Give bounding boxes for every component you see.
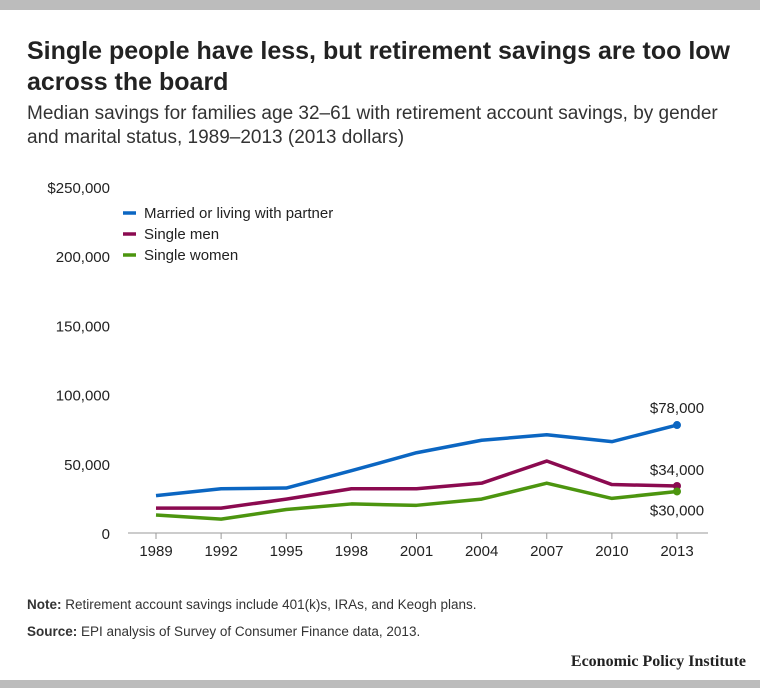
- top-bar: [0, 0, 760, 10]
- bottom-bar: [0, 680, 760, 688]
- chart-title: Single people have less, but retirement …: [27, 37, 730, 96]
- brand-logo: Economic Policy Institute: [570, 653, 746, 670]
- x-tick-label: 2013: [660, 543, 693, 560]
- source: Source: EPI analysis of Survey of Consum…: [27, 624, 420, 639]
- y-tick-label: $250,000: [47, 180, 110, 197]
- y-tick-label: 100,000: [56, 388, 110, 405]
- source-label: Source:: [27, 624, 78, 639]
- series-line-0: [155, 423, 678, 498]
- source-text: EPI analysis of Survey of Consumer Finan…: [77, 624, 421, 639]
- x-tick-label: 2001: [400, 543, 433, 560]
- end-point-marker: [673, 421, 681, 430]
- note-label: Note:: [27, 597, 62, 612]
- end-value-label: $78,000: [650, 400, 704, 417]
- y-tick-label: 0: [102, 526, 110, 543]
- note-text: Retirement account savings include 401(k…: [61, 597, 477, 612]
- end-value-label: $34,000: [650, 462, 704, 479]
- y-tick-label: 150,000: [56, 318, 110, 335]
- end-point-marker: [673, 487, 681, 496]
- x-tick-label: 2007: [530, 543, 563, 560]
- legend-label: Single women: [144, 247, 238, 264]
- x-tick-label: 2010: [595, 543, 628, 560]
- chart-subtitle: Median savings for families age 32–61 wi…: [27, 103, 718, 148]
- x-tick-label: 1992: [204, 543, 237, 560]
- y-tick-label: 50,000: [64, 457, 110, 474]
- x-tick-label: 1989: [139, 543, 172, 560]
- end-point-marker: [673, 481, 681, 490]
- legend-label: Married or living with partner: [144, 205, 333, 222]
- x-tick-label: 1998: [335, 543, 368, 560]
- legend-label: Single men: [144, 226, 219, 243]
- x-tick-label: 2004: [465, 543, 498, 560]
- y-tick-label: 200,000: [56, 249, 110, 266]
- line-chart: 0 50,000 100,000 150,000 200,000 $250,000 1989…: [47, 180, 708, 560]
- x-tick-label: 1995: [270, 543, 303, 560]
- series-line-2: [155, 481, 678, 521]
- note: Note: Retirement account savings include…: [27, 597, 476, 612]
- end-value-label: $30,000: [650, 502, 704, 519]
- series-line-1: [156, 459, 678, 510]
